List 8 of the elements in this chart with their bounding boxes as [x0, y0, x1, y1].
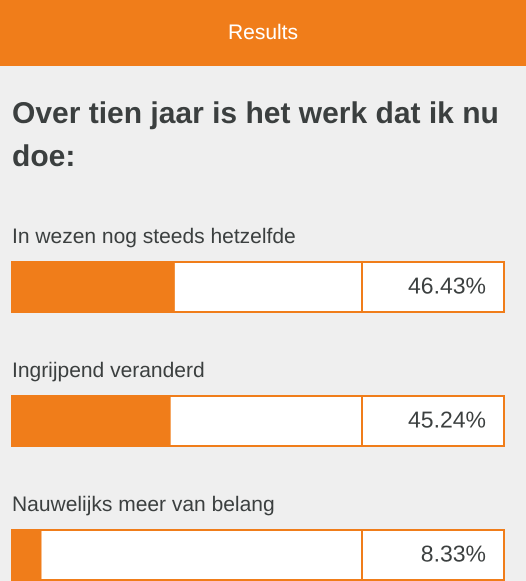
chart-subtitle: Over tien jaar is het werk dat ik nu doe:: [12, 96, 500, 175]
y-tick-label: Ingrijpend veranderd: [12, 358, 205, 382]
y-tick-label: Nauwelijks meer van belang: [12, 492, 275, 516]
data-label: 46.43%: [408, 272, 486, 298]
data-label: 8.33%: [420, 540, 486, 566]
y-tick-label: In wezen nog steeds hetzelfde: [12, 224, 296, 248]
chart-title: Results: [0, 0, 526, 66]
data-label: 45.24%: [408, 406, 486, 432]
